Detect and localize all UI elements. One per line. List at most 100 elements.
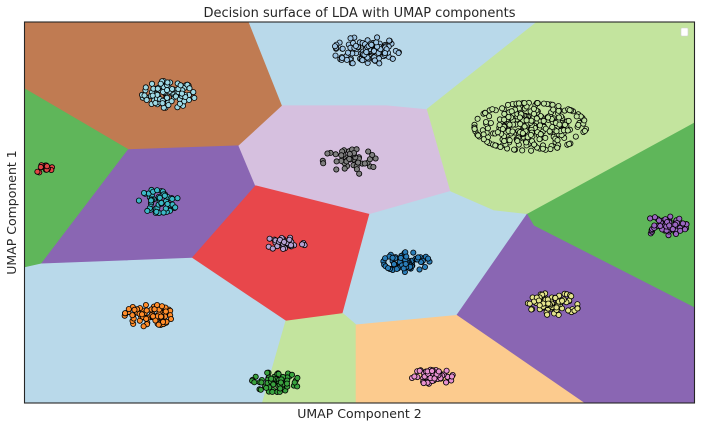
plot-area	[23, 21, 696, 404]
data-point	[555, 103, 562, 110]
data-point	[177, 82, 184, 89]
data-point	[443, 379, 450, 386]
data-point	[157, 313, 164, 320]
data-point	[531, 110, 538, 117]
data-point	[191, 94, 198, 101]
data-point	[371, 57, 378, 64]
data-point	[487, 120, 494, 127]
decision-region-13	[355, 314, 585, 403]
data-point	[494, 129, 501, 136]
data-point	[263, 384, 270, 391]
data-point	[389, 254, 396, 261]
data-point	[277, 379, 284, 386]
data-point	[496, 122, 503, 129]
data-point	[443, 367, 450, 374]
data-point	[370, 48, 377, 55]
cluster-13	[408, 366, 456, 387]
data-point	[565, 117, 572, 124]
data-point	[415, 254, 422, 261]
data-point	[365, 148, 372, 155]
data-point	[381, 50, 388, 57]
data-point	[428, 367, 435, 374]
data-point	[505, 114, 512, 121]
data-point	[562, 121, 569, 128]
data-point	[190, 89, 197, 96]
data-point	[162, 308, 169, 315]
data-point	[142, 84, 149, 91]
data-point	[531, 141, 538, 148]
data-point	[382, 255, 389, 262]
data-point	[152, 100, 159, 107]
data-point	[258, 379, 265, 386]
data-point	[129, 312, 136, 319]
x-axis-label: UMAP Component 2	[297, 406, 422, 421]
data-point	[385, 265, 392, 272]
cluster-3	[471, 99, 590, 154]
data-point	[566, 140, 573, 147]
data-point	[390, 261, 397, 268]
data-point	[519, 147, 526, 154]
data-point	[143, 307, 150, 314]
legend	[680, 27, 689, 37]
data-point	[556, 114, 563, 121]
data-point	[425, 255, 432, 262]
data-point	[523, 117, 530, 124]
data-point	[547, 146, 554, 153]
data-point	[155, 321, 162, 328]
data-point	[395, 50, 402, 57]
data-point	[341, 165, 348, 172]
data-point	[176, 100, 183, 107]
data-point	[168, 98, 175, 105]
cluster-2	[331, 34, 402, 67]
data-point	[536, 302, 543, 309]
data-point	[506, 121, 513, 128]
data-point	[281, 238, 288, 245]
data-point	[154, 187, 161, 194]
data-point	[540, 100, 547, 107]
data-point	[523, 139, 530, 146]
data-point	[504, 101, 511, 108]
data-point	[511, 146, 518, 153]
data-point	[157, 80, 164, 87]
data-point	[288, 371, 295, 378]
data-point	[667, 213, 674, 220]
data-point	[140, 323, 147, 330]
data-point	[416, 367, 423, 374]
data-point	[666, 222, 673, 229]
data-point	[165, 102, 172, 109]
data-point	[555, 311, 562, 318]
data-point	[154, 85, 161, 92]
chart-title: Decision surface of LDA with UMAP compon…	[204, 6, 516, 21]
data-point	[44, 163, 51, 170]
data-point	[475, 132, 482, 139]
data-point	[528, 147, 535, 154]
data-point	[268, 375, 275, 382]
data-point	[277, 385, 284, 392]
data-point	[537, 131, 544, 138]
data-point	[574, 305, 581, 312]
data-point	[682, 226, 689, 233]
data-point	[158, 303, 165, 310]
data-point	[572, 133, 579, 140]
cluster-8	[380, 249, 433, 275]
data-point	[346, 155, 353, 162]
data-point	[332, 52, 339, 59]
data-point	[161, 192, 168, 199]
data-point	[286, 236, 293, 243]
data-point	[169, 86, 176, 93]
data-point	[549, 101, 556, 108]
data-point	[355, 159, 362, 166]
data-point	[501, 116, 508, 123]
data-point	[264, 369, 271, 376]
data-point	[501, 138, 508, 145]
data-point	[186, 85, 193, 92]
data-point	[669, 226, 676, 233]
data-point	[421, 263, 428, 270]
cluster-10	[121, 301, 174, 330]
data-point	[386, 37, 393, 44]
data-point	[131, 306, 138, 313]
data-point	[163, 87, 170, 94]
data-point	[359, 57, 366, 64]
data-point	[163, 94, 170, 101]
data-point	[528, 117, 535, 124]
